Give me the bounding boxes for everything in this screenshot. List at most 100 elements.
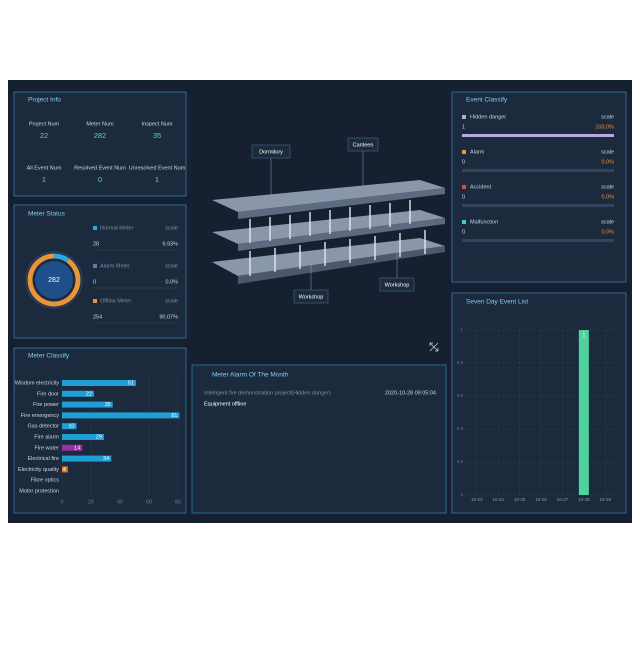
x-tick-label: 10-28 — [578, 497, 590, 502]
building-label: Workshop — [385, 282, 410, 288]
bar-label: 22 — [86, 391, 92, 397]
event-value: 1 — [462, 124, 465, 130]
bar — [62, 412, 180, 419]
bar — [62, 380, 136, 386]
legend-swatch — [93, 226, 97, 230]
donut-segment — [27, 253, 81, 307]
bar — [62, 401, 113, 408]
panel-title: Meter Classify — [28, 353, 70, 360]
bar — [62, 466, 68, 473]
category-label: Wisdom electricity — [15, 380, 60, 386]
donut-center — [35, 261, 73, 299]
legend-swatch — [93, 264, 97, 268]
legend-swatch — [93, 299, 97, 303]
panel-title: Event Classify — [466, 97, 508, 104]
scale-label: scale — [165, 263, 178, 269]
stat-label: Meter Num — [86, 121, 114, 127]
bar — [62, 455, 112, 462]
category-label: Electrical fire — [28, 456, 59, 462]
legend-swatch — [462, 115, 466, 119]
event-label: Accident — [470, 184, 492, 190]
category-label: Fire water — [35, 445, 60, 451]
x-tick-label: 80 — [175, 499, 181, 505]
bar-label: 51 — [128, 380, 134, 386]
stat-label: All Event Num — [27, 165, 62, 171]
category-label: Fire alarm — [34, 434, 59, 440]
x-tick-label: 10-27 — [557, 497, 569, 502]
bar — [62, 423, 77, 430]
x-tick-label: 10-25 — [514, 497, 526, 502]
event-label: Alarm — [470, 149, 485, 155]
bar-label: 14 — [74, 445, 80, 451]
stat-label: Project Num — [29, 121, 60, 127]
progress-track — [462, 204, 614, 207]
meter-value: 254 — [93, 314, 102, 320]
event-value: 0 — [462, 159, 465, 165]
bar-label: 81 — [171, 413, 177, 419]
bar — [62, 390, 94, 397]
panel — [13, 91, 187, 197]
alarm-project: Intelligent fire demonstration project(H… — [204, 390, 331, 396]
bar — [578, 330, 589, 495]
meter-value: 28 — [93, 241, 99, 247]
stat-value: 1 — [155, 175, 159, 184]
bar-label: 4 — [63, 467, 66, 473]
event-percent: 0.0% — [601, 194, 614, 200]
progress-track — [462, 169, 614, 172]
panel-title: Project Info — [28, 97, 61, 104]
panel-title: Meter Status — [28, 211, 66, 218]
alarm-status: Equipment offline — [204, 401, 246, 407]
stat-label: Unresolved Event Num — [129, 165, 186, 171]
event-value: 0 — [462, 194, 465, 200]
building-model — [212, 137, 445, 352]
y-tick-label: 0.2 — [457, 459, 464, 464]
x-tick-label: 40 — [117, 499, 123, 505]
bar-label: 29 — [96, 434, 102, 440]
event-value: 0 — [462, 229, 465, 235]
building-label: Canteen — [353, 142, 374, 148]
y-tick-label: 0.6 — [457, 393, 464, 398]
meter-label: Offline Meter — [100, 298, 132, 304]
category-label: Fire door — [37, 391, 59, 397]
category-label: Electricity quality — [18, 467, 59, 473]
y-tick-label: 1 — [460, 327, 463, 332]
bar — [62, 444, 83, 451]
bar-label: 34 — [103, 456, 109, 462]
category-label: Gas detector — [28, 424, 60, 430]
stat-value: 0 — [98, 175, 102, 184]
stat-label: Resolved Event Num — [74, 165, 126, 171]
donut-segment — [53, 253, 70, 263]
scale-label: scale — [601, 149, 614, 155]
legend-swatch — [462, 150, 466, 154]
meter-percent: 9.93% — [162, 241, 178, 247]
scale-label: scale — [601, 114, 614, 120]
event-percent: 100.0% — [595, 124, 614, 130]
event-label: Hidden danger — [470, 114, 506, 120]
legend-swatch — [462, 185, 466, 189]
x-tick-label: 60 — [146, 499, 152, 505]
x-tick-label: 10-24 — [492, 497, 504, 502]
building-label: Dormitory — [259, 149, 283, 155]
event-percent: 0.0% — [601, 229, 614, 235]
x-tick-label: 10-29 — [600, 497, 612, 502]
alarm-time: 2020-10-28 09:05:04 — [385, 390, 436, 396]
category-label: Fire emergency — [21, 413, 59, 419]
event-label: Malfunction — [470, 219, 498, 225]
y-tick-label: 0 — [460, 492, 463, 497]
building-label: Workshop — [299, 294, 324, 300]
bar — [62, 434, 105, 440]
panel — [13, 347, 187, 514]
panel — [191, 364, 447, 514]
panel-title: Seven Day Event List — [466, 299, 528, 306]
meter-percent: 90.07% — [159, 314, 178, 320]
panel — [451, 91, 627, 283]
stat-value: 1 — [42, 175, 46, 184]
meter-percent: 0.0% — [165, 279, 178, 285]
progress-track — [462, 239, 614, 242]
meter-value: 0 — [93, 279, 96, 285]
scale-label: scale — [165, 225, 178, 231]
stat-value: 282 — [94, 131, 107, 140]
panel — [451, 292, 627, 514]
meter-label: Normal Meter — [100, 225, 133, 231]
